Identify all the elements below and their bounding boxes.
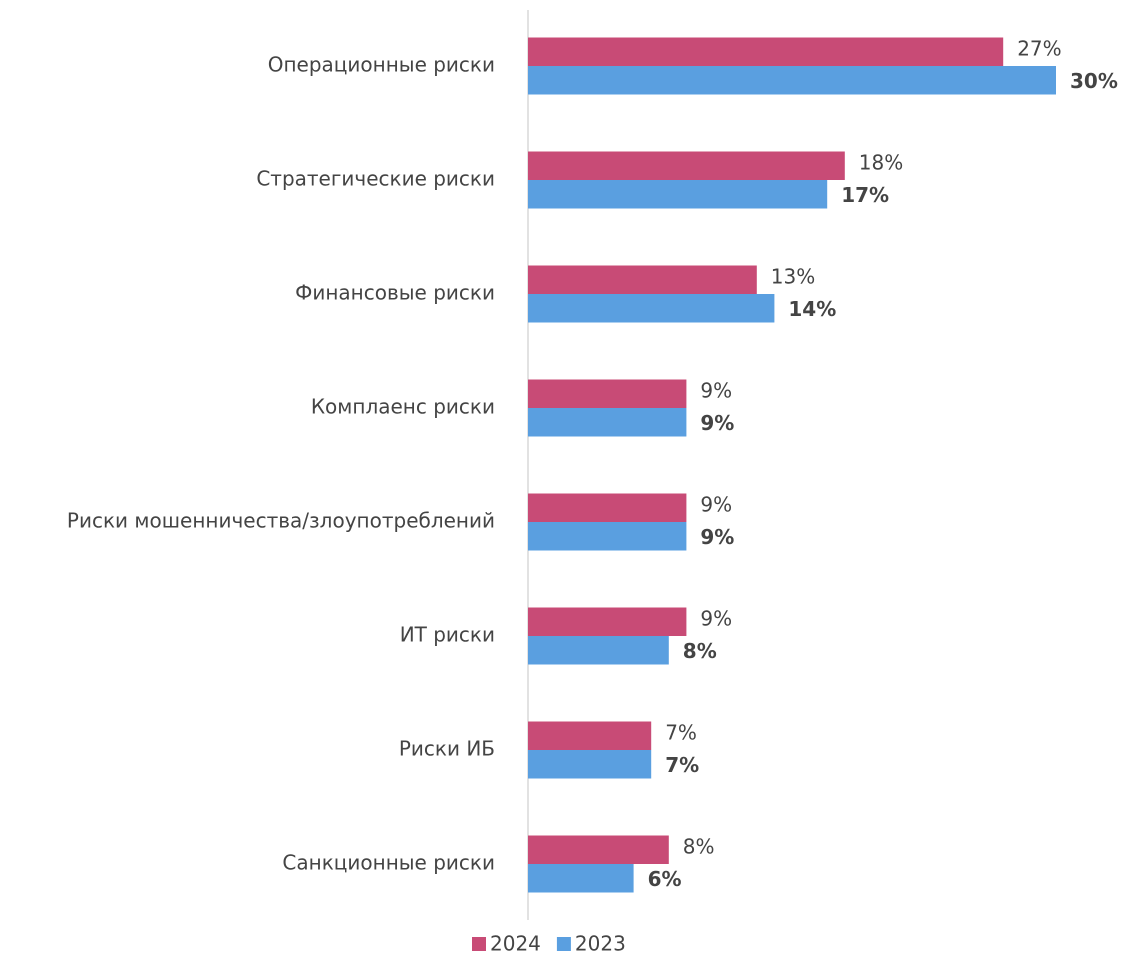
bar [528,522,687,551]
bar [528,721,652,750]
value-label: 7% [665,753,699,777]
bar [528,151,845,180]
bar [528,835,669,864]
value-label: 6% [648,867,682,891]
value-label: 9% [700,492,732,516]
bar [528,636,669,665]
value-label: 17% [841,183,889,207]
legend-swatch [472,937,486,951]
bar [528,294,775,323]
value-label: 14% [788,297,836,321]
category-label: Операционные риски [268,53,495,77]
bar [528,37,1004,66]
bar [528,66,1056,95]
value-label: 9% [700,411,734,435]
bar [528,493,687,522]
category-label: Комплаенс риски [311,395,495,419]
bar [528,750,652,779]
legend-label: 2023 [575,932,626,956]
bar [528,607,687,636]
value-label: 9% [700,606,732,630]
category-label: Стратегические риски [256,167,495,191]
value-label: 13% [771,264,815,288]
category-label: Финансовые риски [295,281,495,305]
legend-swatch [556,937,571,951]
value-label: 9% [700,525,734,549]
category-label: Санкционные риски [282,851,495,875]
category-label: ИТ риски [400,623,495,647]
bar [528,180,828,209]
value-label: 27% [1017,36,1061,60]
bar [528,864,634,893]
legend-label: 2024 [490,932,541,956]
value-label: 8% [683,834,715,858]
bar [528,408,687,437]
category-label: Риски мошенничества/злоупотреблений [67,509,495,533]
category-label: Риски ИБ [399,737,495,761]
value-label: 9% [700,378,732,402]
value-label: 7% [665,720,697,744]
bar [528,379,687,408]
value-label: 30% [1070,69,1118,93]
value-label: 18% [859,150,903,174]
value-label: 8% [683,639,717,663]
bar [528,265,757,294]
